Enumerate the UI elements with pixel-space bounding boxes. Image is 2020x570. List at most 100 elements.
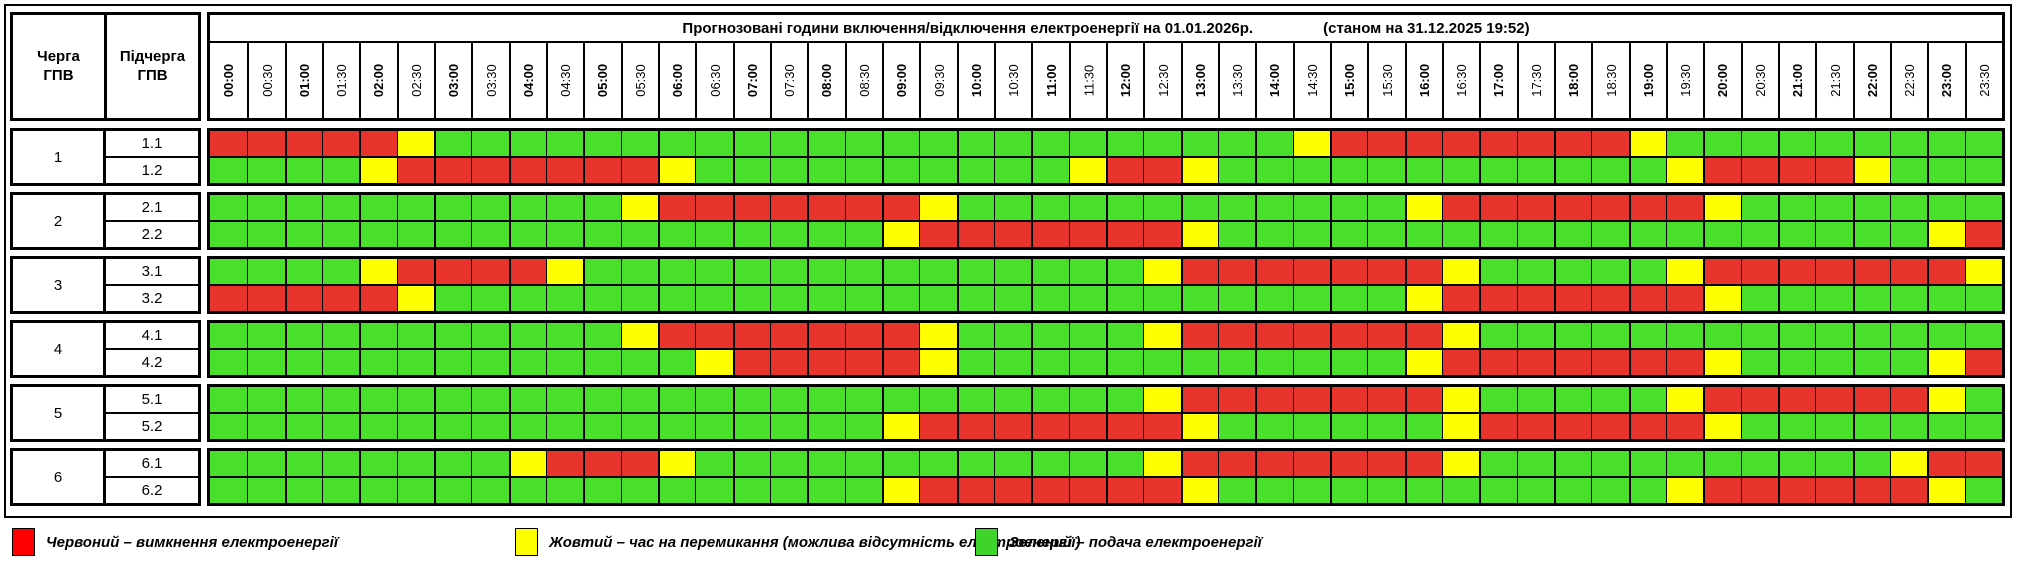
schedule-cell bbox=[508, 286, 546, 311]
schedule-cell bbox=[620, 222, 658, 247]
queue-labels-3: 3 3.1 3.2 bbox=[10, 256, 201, 314]
schedule-cell bbox=[1665, 451, 1704, 476]
schedule-cell bbox=[471, 451, 509, 476]
schedule-cell bbox=[1255, 158, 1293, 183]
schedule-cell bbox=[1665, 387, 1704, 412]
time-tick-1030: 10:30 bbox=[993, 43, 1031, 118]
schedule-cell bbox=[1255, 414, 1293, 439]
schedule-cell bbox=[1591, 259, 1629, 284]
schedule-cell bbox=[1703, 158, 1741, 183]
subqueue-label-5.1: 5.1 bbox=[106, 387, 198, 414]
schedule-cell bbox=[583, 195, 621, 220]
time-tick-0200: 02:00 bbox=[359, 43, 396, 118]
schedule-cell bbox=[1105, 350, 1144, 375]
schedule-cell bbox=[993, 451, 1032, 476]
schedule-cell bbox=[881, 158, 920, 183]
schedule-cell bbox=[844, 478, 882, 503]
schedule-cell bbox=[881, 195, 920, 220]
schedule-cell bbox=[769, 323, 808, 348]
schedule-row-2.2 bbox=[210, 222, 2002, 247]
schedule-cell bbox=[1292, 158, 1330, 183]
schedule-cell bbox=[732, 158, 770, 183]
schedule-cell bbox=[1479, 323, 1517, 348]
schedule-cell bbox=[1927, 286, 1965, 311]
schedule-cell bbox=[1777, 222, 1816, 247]
schedule-cell bbox=[1404, 222, 1442, 247]
schedule-cell bbox=[1889, 259, 1928, 284]
schedule-cell bbox=[1292, 195, 1330, 220]
time-axis-header: Прогнозовані години включення/відключенн… bbox=[207, 12, 2005, 121]
schedule-cell bbox=[508, 451, 546, 476]
schedule-cell bbox=[769, 478, 808, 503]
schedule-cell bbox=[1143, 259, 1181, 284]
schedule-cell bbox=[1553, 158, 1592, 183]
schedule-cell bbox=[1591, 222, 1629, 247]
schedule-cell bbox=[1479, 350, 1517, 375]
queue-group-2: 2 2.1 2.2 bbox=[10, 192, 2005, 250]
schedule-cell bbox=[1852, 222, 1890, 247]
schedule-cell bbox=[1329, 414, 1368, 439]
schedule-cell bbox=[583, 131, 621, 156]
schedule-cell bbox=[1329, 451, 1368, 476]
schedule-cell bbox=[807, 478, 845, 503]
schedule-cell bbox=[321, 478, 360, 503]
queue-number: 3 bbox=[13, 259, 106, 311]
time-tick-0800: 08:00 bbox=[807, 43, 844, 118]
schedule-cell bbox=[695, 387, 733, 412]
schedule-cell bbox=[1852, 414, 1890, 439]
schedule-row-4.2 bbox=[210, 350, 2002, 375]
schedule-cell bbox=[1740, 451, 1778, 476]
schedule-cell bbox=[657, 222, 696, 247]
schedule-cell bbox=[881, 451, 920, 476]
schedule-row-5.2 bbox=[210, 414, 2002, 439]
schedule-cell bbox=[210, 131, 248, 156]
schedule-cell bbox=[210, 222, 248, 247]
schedule-cell bbox=[695, 350, 733, 375]
schedule-cell bbox=[1180, 451, 1218, 476]
schedule-cell bbox=[844, 323, 882, 348]
schedule-cell bbox=[1105, 195, 1144, 220]
schedule-cell bbox=[1031, 350, 1069, 375]
schedule-cell bbox=[620, 131, 658, 156]
schedule-cell bbox=[956, 195, 994, 220]
schedule-cell bbox=[583, 158, 621, 183]
time-tick-0130: 01:30 bbox=[321, 43, 359, 118]
schedule-cell bbox=[1889, 414, 1928, 439]
schedule-cell bbox=[210, 350, 248, 375]
schedule-cell bbox=[1180, 387, 1218, 412]
schedule-cell bbox=[1217, 478, 1256, 503]
schedule-cell bbox=[1815, 387, 1853, 412]
schedule-cell bbox=[1217, 259, 1256, 284]
legend-label-red: Червоний – вимкнення електроенергії bbox=[46, 533, 338, 551]
schedule-cell bbox=[1553, 259, 1592, 284]
schedule-cell bbox=[1143, 222, 1181, 247]
schedule-cell bbox=[321, 259, 360, 284]
schedule-cell bbox=[433, 259, 472, 284]
schedule-cell bbox=[956, 414, 994, 439]
schedule-cell bbox=[471, 478, 509, 503]
schedule-cell bbox=[433, 414, 472, 439]
schedule-cell bbox=[1703, 451, 1741, 476]
schedule-cell bbox=[919, 222, 957, 247]
schedule-cell bbox=[1143, 414, 1181, 439]
schedule-cell bbox=[1665, 323, 1704, 348]
schedule-cell bbox=[284, 222, 322, 247]
schedule-cell bbox=[844, 451, 882, 476]
schedule-cell bbox=[1665, 222, 1704, 247]
schedule-cell bbox=[284, 195, 322, 220]
schedule-cell bbox=[1143, 387, 1181, 412]
schedule-cell bbox=[1367, 158, 1405, 183]
schedule-cell bbox=[508, 222, 546, 247]
schedule-cell bbox=[1292, 131, 1330, 156]
schedule-cell bbox=[1927, 323, 1965, 348]
subqueue-label-5.2: 5.2 bbox=[141, 418, 163, 435]
schedule-cell bbox=[210, 158, 248, 183]
schedule-cell bbox=[247, 451, 285, 476]
time-tick-0000: 00:00 bbox=[221, 63, 237, 98]
schedule-cell bbox=[1591, 350, 1629, 375]
yellow-swatch-icon bbox=[515, 528, 538, 556]
schedule-cell bbox=[508, 195, 546, 220]
time-tick-2200: 22:00 bbox=[1852, 43, 1890, 118]
schedule-row-3.2 bbox=[210, 286, 2002, 311]
time-tick-1300: 13:00 bbox=[1180, 43, 1218, 118]
